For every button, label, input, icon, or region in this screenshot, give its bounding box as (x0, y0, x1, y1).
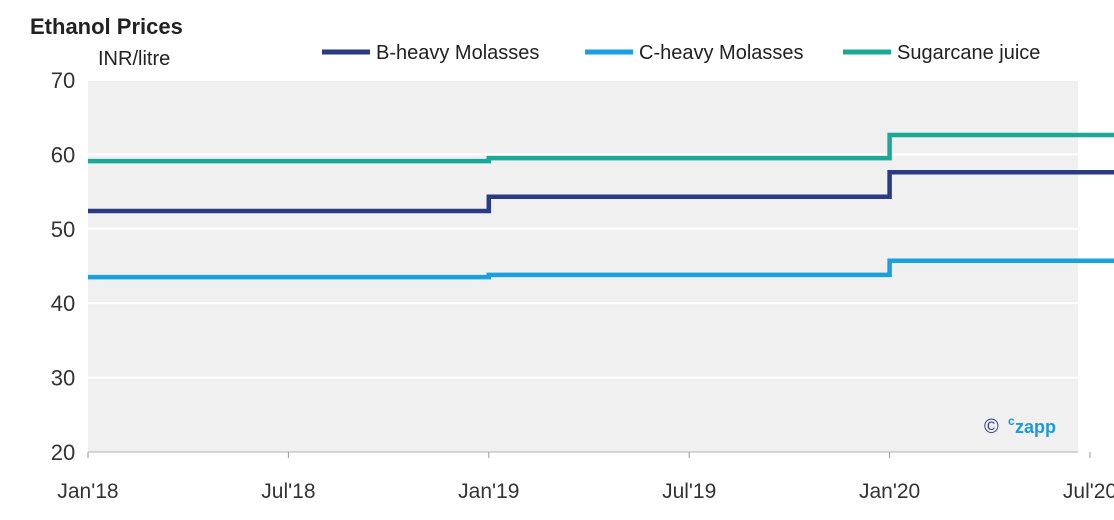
x-tick-label: Jan'20 (859, 480, 920, 503)
y-tick-label: 20 (51, 440, 75, 465)
chart-title: Ethanol Prices (30, 14, 183, 39)
x-tick-label: Jul'18 (261, 480, 315, 503)
x-tick-label: Jul'20 (1063, 480, 1114, 503)
legend-label: B-heavy Molasses (376, 42, 539, 64)
y-tick-label: 70 (51, 68, 75, 93)
legend-label: Sugarcane juice (897, 42, 1040, 64)
y-tick-label: 50 (51, 217, 75, 242)
x-tick-label: Jan'18 (57, 480, 118, 503)
y-tick-label: 60 (51, 142, 75, 167)
y-axis-unit: INR/litre (98, 48, 171, 70)
logo-text: zapp (1015, 417, 1056, 437)
y-tick-label: 40 (51, 291, 75, 316)
y-tick-label: 30 (51, 366, 75, 391)
logo-superscript: c (1008, 414, 1015, 428)
copyright-icon: © (984, 416, 999, 438)
czapp-logo: © c zapp (984, 414, 1056, 438)
legend-label: C-heavy Molasses (639, 42, 804, 64)
plot-background (88, 80, 1078, 452)
x-tick-label: Jul'19 (662, 480, 716, 503)
series-line-b-heavy-molasses (88, 170, 1114, 214)
series-line-c-heavy-molasses (88, 258, 1114, 280)
x-tick-label: Jan'19 (458, 480, 519, 503)
